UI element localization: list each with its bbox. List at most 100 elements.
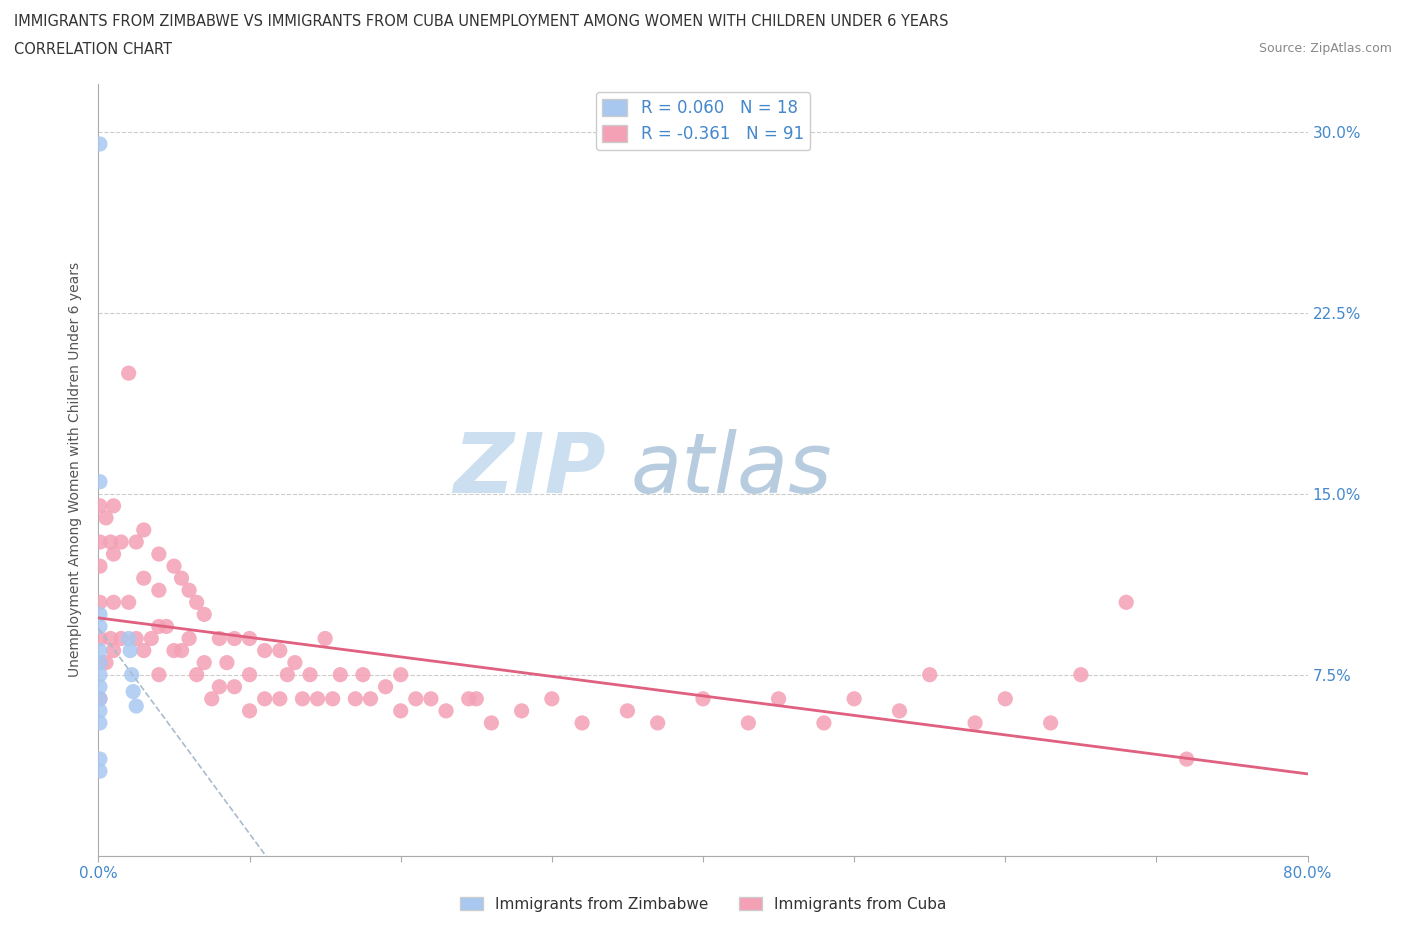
Point — [89, 691, 111, 706]
Point — [420, 691, 443, 706]
Point — [89, 703, 111, 718]
Point — [269, 644, 291, 658]
Point — [844, 691, 866, 706]
Point — [994, 691, 1017, 706]
Point — [148, 547, 170, 562]
Point — [768, 691, 790, 706]
Point — [239, 631, 262, 646]
Point — [314, 631, 336, 646]
Point — [253, 644, 276, 658]
Point — [193, 607, 215, 622]
Point — [481, 715, 503, 730]
Point — [224, 679, 246, 694]
Point — [224, 631, 246, 646]
Point — [208, 679, 231, 694]
Point — [692, 691, 714, 706]
Legend: R = 0.060   N = 18, R = -0.361   N = 91: R = 0.060 N = 18, R = -0.361 N = 91 — [596, 92, 810, 150]
Point — [239, 703, 262, 718]
Point — [215, 656, 238, 671]
Point — [193, 656, 215, 671]
Point — [94, 656, 117, 671]
Point — [125, 698, 148, 713]
Point — [571, 715, 593, 730]
Point — [132, 644, 155, 658]
Legend: Immigrants from Zimbabwe, Immigrants from Cuba: Immigrants from Zimbabwe, Immigrants fro… — [454, 890, 952, 918]
Point — [1175, 751, 1198, 766]
Point — [322, 691, 344, 706]
Point — [269, 691, 291, 706]
Point — [89, 474, 111, 489]
Point — [89, 751, 111, 766]
Point — [329, 667, 352, 682]
Point — [89, 691, 111, 706]
Point — [110, 535, 132, 550]
Point — [89, 559, 111, 574]
Point — [89, 535, 111, 550]
Point — [737, 715, 759, 730]
Point — [647, 715, 669, 730]
Point — [291, 691, 314, 706]
Point — [918, 667, 941, 682]
Point — [94, 511, 117, 525]
Point — [100, 535, 122, 550]
Point — [125, 535, 148, 550]
Point — [186, 667, 208, 682]
Point — [89, 667, 111, 682]
Point — [510, 703, 533, 718]
Text: ZIP: ZIP — [454, 429, 606, 511]
Point — [170, 644, 193, 658]
Point — [89, 498, 111, 513]
Y-axis label: Unemployment Among Women with Children Under 6 years: Unemployment Among Women with Children U… — [69, 262, 83, 677]
Point — [284, 656, 307, 671]
Point — [201, 691, 224, 706]
Point — [965, 715, 987, 730]
Point — [89, 137, 111, 152]
Point — [103, 498, 125, 513]
Point — [352, 667, 374, 682]
Point — [89, 715, 111, 730]
Text: atlas: atlas — [630, 429, 832, 511]
Point — [148, 583, 170, 598]
Point — [103, 547, 125, 562]
Point — [132, 571, 155, 586]
Point — [103, 644, 125, 658]
Point — [148, 667, 170, 682]
Point — [89, 619, 111, 634]
Point — [118, 631, 141, 646]
Point — [89, 656, 111, 671]
Point — [1039, 715, 1062, 730]
Point — [186, 595, 208, 610]
Point — [103, 595, 125, 610]
Point — [179, 631, 201, 646]
Point — [389, 703, 412, 718]
Point — [299, 667, 322, 682]
Point — [344, 691, 367, 706]
Point — [239, 667, 262, 682]
Point — [457, 691, 479, 706]
Point — [1070, 667, 1092, 682]
Point — [125, 631, 148, 646]
Point — [122, 684, 145, 699]
Point — [465, 691, 488, 706]
Point — [616, 703, 638, 718]
Point — [163, 644, 186, 658]
Point — [540, 691, 562, 706]
Point — [89, 764, 111, 778]
Point — [889, 703, 911, 718]
Point — [405, 691, 427, 706]
Point — [155, 619, 177, 634]
Point — [141, 631, 163, 646]
Point — [179, 583, 201, 598]
Point — [813, 715, 835, 730]
Point — [121, 667, 143, 682]
Point — [253, 691, 276, 706]
Point — [360, 691, 382, 706]
Point — [276, 667, 298, 682]
Point — [120, 644, 142, 658]
Text: IMMIGRANTS FROM ZIMBABWE VS IMMIGRANTS FROM CUBA UNEMPLOYMENT AMONG WOMEN WITH C: IMMIGRANTS FROM ZIMBABWE VS IMMIGRANTS F… — [14, 14, 949, 29]
Point — [208, 631, 231, 646]
Point — [118, 365, 141, 380]
Point — [374, 679, 396, 694]
Point — [163, 559, 186, 574]
Point — [389, 667, 412, 682]
